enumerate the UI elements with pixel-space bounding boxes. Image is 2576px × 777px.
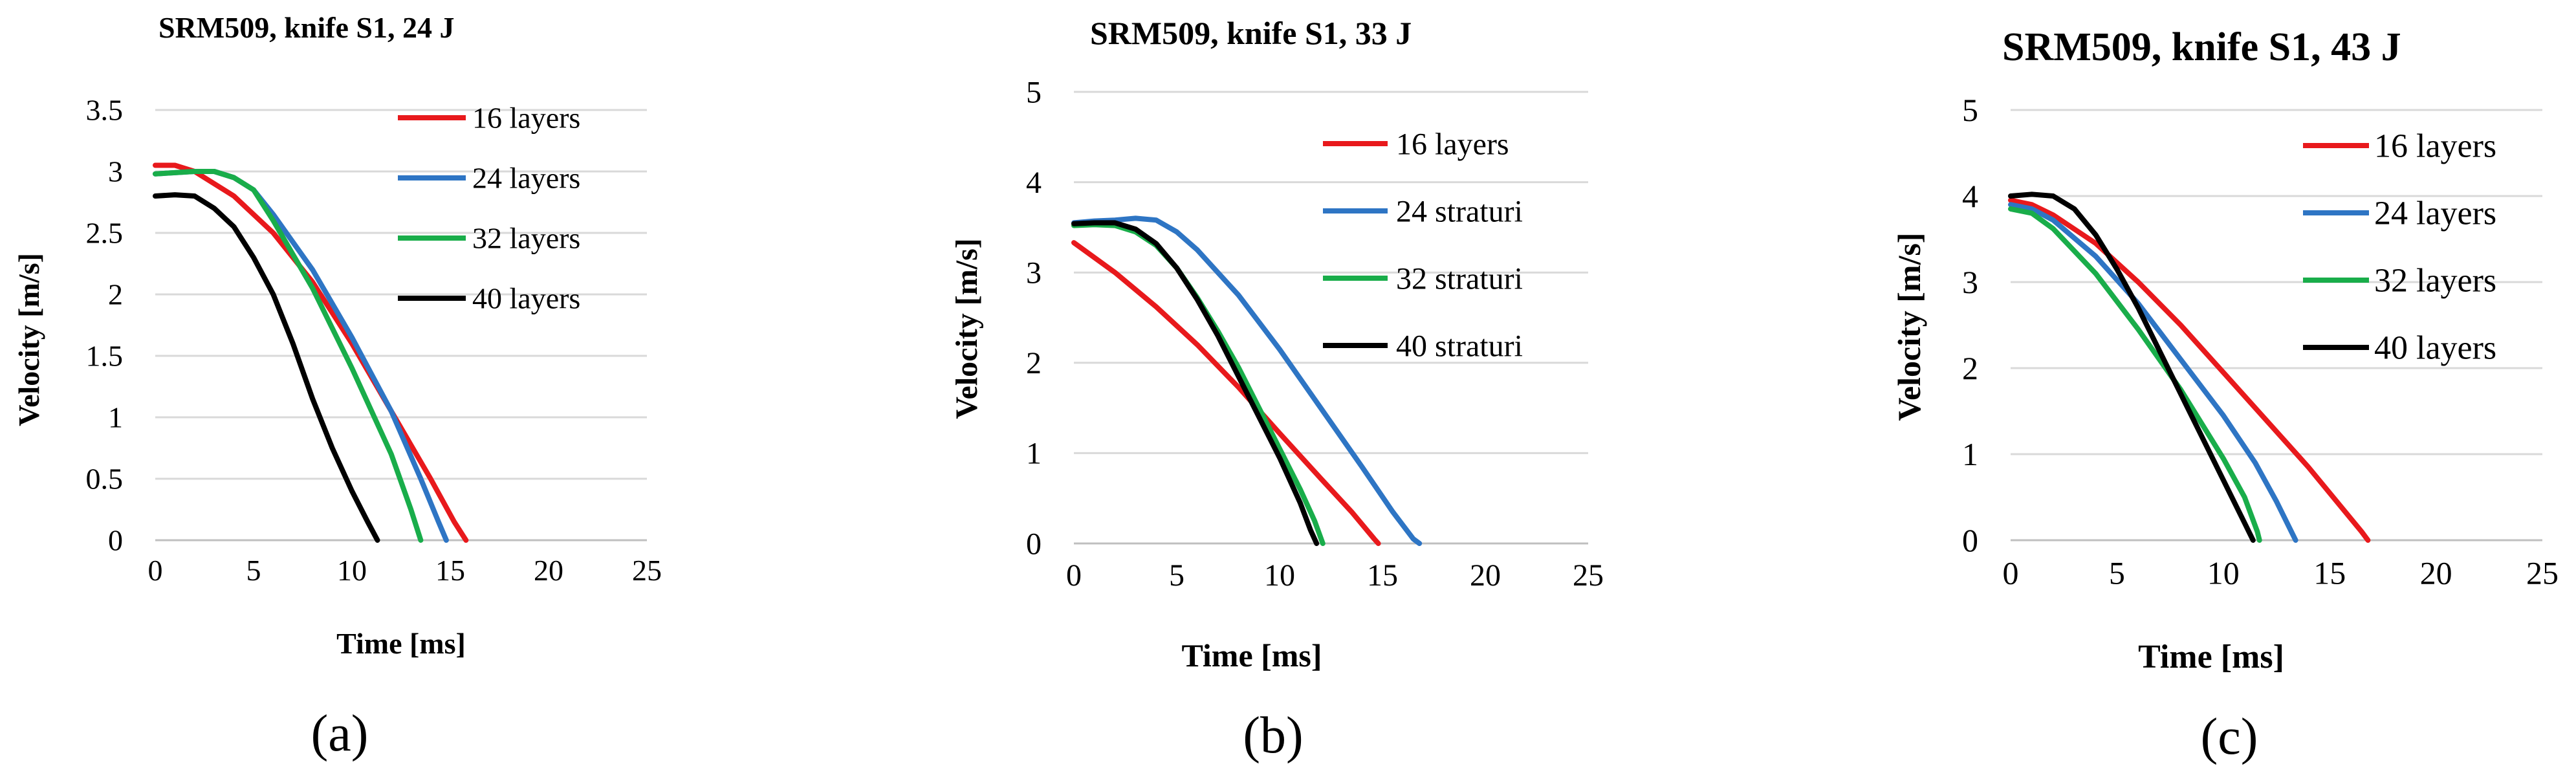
x-tick-label: 25 (1573, 558, 1604, 593)
series-line (153, 162, 469, 543)
y-tick-labels: 0 1 2 3 4 5 (1962, 92, 1978, 558)
chart-panel-c: SRM509, knife S1, 43 J 0 1 2 3 4 5 0 5 10 15 20 25… (1891, 25, 2559, 765)
series-line (1071, 220, 1320, 546)
y-tick-label: 0 (1026, 527, 1042, 561)
chart-title: SRM509, knife S1, 33 J (1090, 15, 1412, 51)
y-axis-label: Velocity [m/s] (950, 238, 984, 419)
y-tick-label: 1.5 (86, 340, 124, 373)
y-tick-label: 3 (108, 155, 123, 188)
x-tick-label: 0 (148, 554, 163, 587)
legend-label: 32 layers (472, 222, 580, 255)
x-tick-label: 25 (632, 554, 662, 587)
x-axis-label: Time [ms] (1181, 637, 1322, 673)
y-tick-label: 3 (1026, 256, 1042, 290)
y-tick-label: 4 (1962, 178, 1978, 214)
series-line (1071, 240, 1381, 546)
legend-label: 40 layers (472, 282, 580, 315)
x-tick-label: 20 (1470, 558, 1501, 593)
y-tick-label: 4 (1026, 166, 1042, 200)
series-lines (1071, 215, 1423, 546)
y-tick-label: 3 (1962, 264, 1978, 300)
legend-label: 40 layers (2374, 330, 2496, 367)
x-tick-label: 20 (534, 554, 563, 587)
x-tick-label: 20 (2420, 555, 2452, 591)
panel-label: (b) (1243, 707, 1303, 764)
legend: 16 layers 24 layers 32 layers 40 layers (2303, 128, 2496, 367)
y-tick-label: 1 (108, 401, 123, 434)
y-tick-label: 1 (1026, 437, 1042, 471)
y-tick-label: 3.5 (86, 94, 124, 127)
x-tick-labels: 0 5 10 15 20 25 (1066, 558, 1604, 593)
series-line (2008, 202, 2298, 543)
y-tick-label: 2 (108, 278, 123, 311)
chart-panel-b: SRM509, knife S1, 33 J 0 1 2 3 4 5 0 5 10 15 20 25… (950, 15, 1604, 764)
x-tick-label: 5 (2109, 555, 2125, 591)
x-tick-label: 15 (2313, 555, 2346, 591)
chart-title: SRM509, knife S1, 43 J (2002, 25, 2401, 69)
x-tick-label: 25 (2526, 555, 2559, 591)
y-tick-label: 0 (108, 524, 123, 557)
panel-label: (c) (2201, 708, 2258, 765)
x-tick-label: 5 (1169, 558, 1184, 593)
x-tick-label: 15 (1367, 558, 1398, 593)
series-line (2008, 192, 2256, 543)
legend-label: 16 layers (1396, 127, 1509, 161)
legend-label: 32 straturi (1396, 261, 1523, 296)
series-line (2008, 197, 2371, 543)
y-tick-label: 2.5 (86, 217, 124, 250)
gridlines (2011, 109, 2542, 455)
y-tick-labels: 0 1 2 3 4 5 (1026, 75, 1042, 561)
x-tick-labels: 0 5 10 15 20 25 (148, 554, 662, 587)
series-line (153, 169, 424, 543)
y-tick-label: 1 (1962, 436, 1978, 472)
chart-panel-a: SRM509, knife S1, 24 J 00.511.522.533.5 … (12, 11, 662, 762)
y-tick-label: 5 (1962, 92, 1978, 128)
y-axis-label: Velocity [m/s] (1891, 232, 1927, 421)
legend-label: 24 straturi (1396, 194, 1523, 228)
legend-label: 16 layers (2374, 128, 2496, 165)
legend-label: 16 layers (472, 102, 580, 135)
x-tick-label: 0 (2003, 555, 2019, 591)
legend-label: 24 layers (472, 162, 580, 195)
x-tick-label: 15 (435, 554, 465, 587)
y-tick-label: 0.5 (86, 463, 124, 496)
y-tick-label: 0 (1962, 522, 1978, 558)
panel-label: (a) (311, 705, 369, 762)
x-tick-label: 10 (337, 554, 367, 587)
x-axis-label: Time [ms] (336, 627, 466, 660)
y-tick-label: 5 (1026, 75, 1042, 109)
x-tick-label: 5 (246, 554, 261, 587)
legend-label: 40 straturi (1396, 329, 1523, 363)
series-line (153, 192, 380, 543)
y-tick-label: 2 (1962, 350, 1978, 386)
series-lines (2008, 192, 2371, 543)
series-line (1071, 215, 1423, 546)
x-tick-label: 10 (2207, 555, 2240, 591)
x-tick-label: 10 (1264, 558, 1295, 593)
legend-label: 24 layers (2374, 195, 2496, 232)
x-axis-label: Time [ms] (2138, 639, 2284, 675)
series-lines (153, 162, 469, 543)
y-tick-label: 2 (1026, 346, 1042, 380)
legend-label: 32 layers (2374, 263, 2496, 300)
gridlines (1074, 91, 1588, 454)
y-axis-label: Velocity [m/s] (12, 253, 45, 426)
x-tick-labels: 0 5 10 15 20 25 (2003, 555, 2559, 591)
y-tick-labels: 0 0.5 1 1.5 2 2.5 3 3.5 (86, 94, 124, 557)
chart-title: SRM509, knife S1, 24 J (158, 11, 454, 44)
legend: 16 layers 24 straturi 32 straturi 40 stratu… (1323, 127, 1523, 363)
x-tick-label: 0 (1066, 558, 1082, 593)
legend: 16 layers 24 layers 32 layers 40 layers (398, 102, 580, 315)
